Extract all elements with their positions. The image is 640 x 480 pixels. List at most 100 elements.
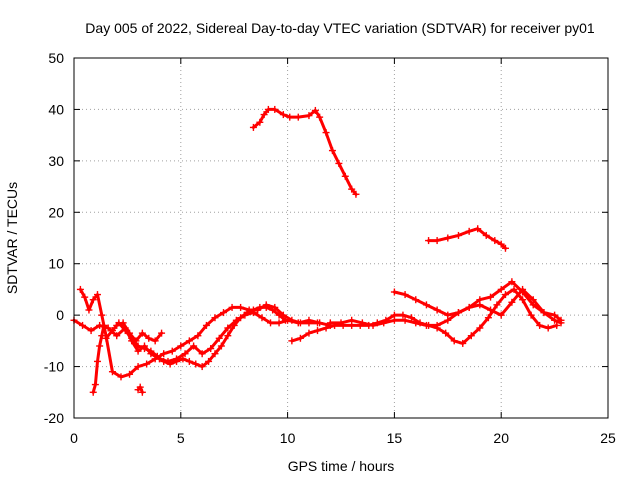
data-point (352, 190, 360, 198)
data-point (192, 360, 200, 368)
data-point (401, 291, 409, 299)
data-point (337, 319, 345, 327)
data-point (296, 334, 304, 342)
data-point (459, 339, 467, 347)
y-tick-label: 50 (48, 50, 64, 66)
data-point (510, 285, 518, 293)
data-point (476, 324, 484, 332)
data-point (211, 350, 219, 358)
data-point (501, 291, 509, 299)
data-point (294, 113, 302, 121)
data-point (185, 337, 193, 345)
data-point (465, 227, 473, 235)
data-point (322, 129, 330, 137)
data-point (487, 293, 495, 301)
series-arc-8 (134, 383, 146, 396)
y-tick-label: 40 (48, 101, 64, 117)
data-point (102, 334, 110, 342)
series-arc-2 (425, 225, 509, 252)
data-point (433, 321, 441, 329)
data-point (143, 360, 151, 368)
data-point (76, 285, 84, 293)
data-point (198, 350, 206, 358)
axis-ticks: 0 5 10 15 20 25 -20 -10 0 10 20 30 40 50 (44, 50, 616, 446)
data-point (96, 342, 104, 350)
y-tick-label: 30 (48, 153, 64, 169)
data-point (113, 321, 121, 329)
data-point (433, 237, 441, 245)
data-point (126, 329, 134, 337)
data-point (267, 319, 275, 327)
data-point (536, 321, 544, 329)
data-point (217, 342, 225, 350)
data-point (264, 105, 272, 113)
data-point (269, 306, 277, 314)
data-point (412, 319, 420, 327)
data-point (467, 332, 475, 340)
data-point (390, 288, 398, 296)
data-point (117, 373, 125, 381)
data-point (474, 225, 482, 233)
y-tick-label: 20 (48, 204, 64, 220)
data-point (275, 311, 283, 319)
chart-title: Day 005 of 2022, Sidereal Day-to-day VTE… (85, 20, 595, 36)
data-point (305, 316, 313, 324)
data-point (173, 357, 181, 365)
data-point (249, 306, 257, 314)
data-point (108, 327, 116, 335)
data-point (134, 342, 142, 350)
data-point (433, 306, 441, 314)
data-point (279, 111, 287, 119)
y-tick-label: 0 (56, 307, 64, 323)
data-point (412, 296, 420, 304)
data-point (98, 332, 106, 340)
data-point (126, 370, 134, 378)
x-axis-label: GPS time / hours (288, 458, 395, 474)
data-point (104, 324, 112, 332)
data-point (390, 316, 398, 324)
data-point (348, 185, 356, 193)
data-point (224, 324, 232, 332)
data-point (527, 311, 535, 319)
data-point (179, 355, 187, 363)
plot-frame (73, 57, 609, 419)
data-point (529, 296, 537, 304)
y-tick-label: -20 (44, 410, 64, 426)
data-point (444, 234, 452, 242)
data-point (158, 329, 166, 337)
data-point (476, 301, 484, 309)
data-point (260, 111, 268, 119)
data-point (243, 309, 251, 317)
data-point (519, 285, 527, 293)
data-point (207, 345, 215, 353)
data-point (93, 357, 101, 365)
data-point (341, 172, 349, 180)
data-point (177, 342, 185, 350)
data-point (136, 383, 144, 391)
data-point (454, 309, 462, 317)
data-point (256, 303, 264, 311)
data-point (305, 112, 313, 120)
data-point (422, 301, 430, 309)
data-point (153, 352, 161, 360)
data-point (138, 388, 146, 396)
data-point (160, 350, 168, 358)
data-point (151, 337, 159, 345)
x-tick-label: 5 (177, 430, 185, 446)
x-tick-label: 10 (280, 430, 296, 446)
data-point (98, 311, 106, 319)
data-point (249, 123, 257, 131)
data-point (281, 316, 289, 324)
data-point (91, 381, 99, 389)
data-point (185, 357, 193, 365)
data-point (160, 357, 168, 365)
data-point (519, 296, 527, 304)
data-point (348, 316, 356, 324)
data-point (311, 106, 319, 114)
data-point (275, 319, 283, 327)
data-point (220, 309, 228, 317)
data-point (190, 342, 198, 350)
data-point (380, 319, 388, 327)
data-point (316, 113, 324, 121)
data-point (93, 291, 101, 299)
